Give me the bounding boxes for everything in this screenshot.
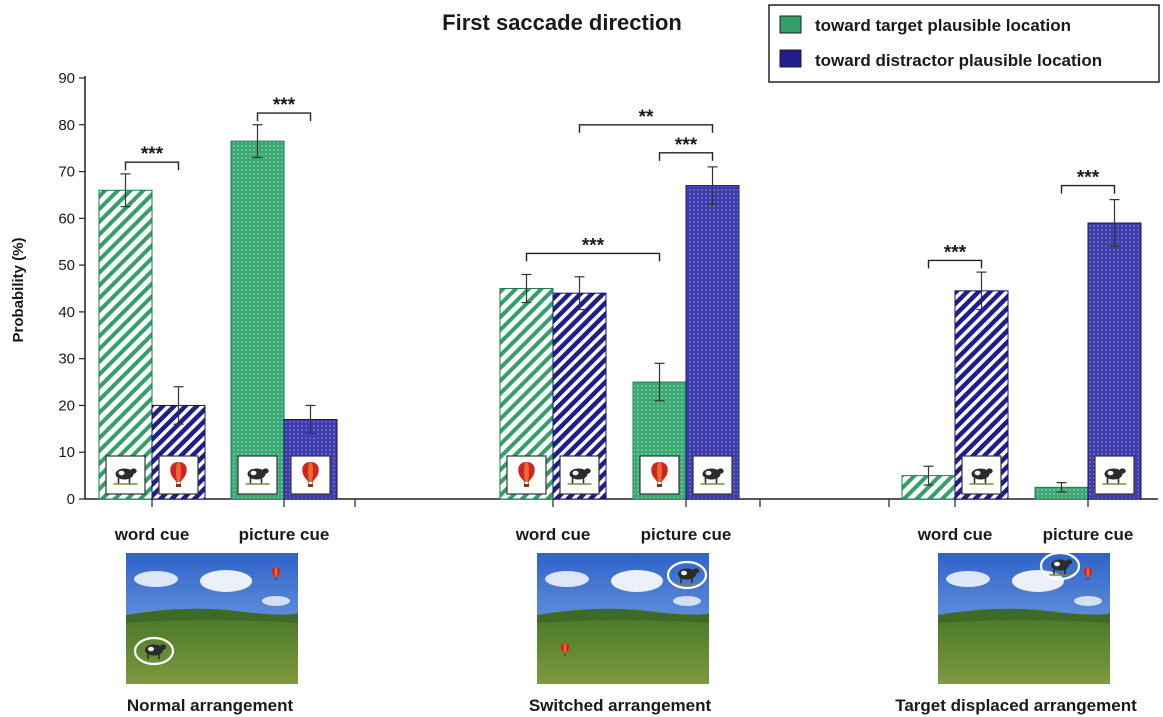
cow-icon: [969, 468, 994, 485]
y-tick-label: 50: [58, 257, 75, 274]
bar: [230, 140, 285, 500]
legend: toward target plausible location toward …: [768, 4, 1160, 83]
legend-swatch-target: [779, 15, 802, 34]
significance-bracket: [927, 259, 983, 269]
scene-image: [938, 551, 1110, 684]
scene-cloud: [1012, 570, 1064, 592]
significance-label: **: [639, 107, 654, 128]
significance-bracket: [256, 112, 312, 122]
y-tick-label: 80: [58, 117, 75, 134]
category-labels: word cue picture cue Normal arrangement wor…: [114, 525, 1137, 715]
balloon-icon: [518, 462, 535, 487]
significance-bracket: [578, 124, 714, 133]
cue-label: picture cue: [641, 525, 732, 544]
scene-cloud: [262, 596, 290, 606]
significance-label: ***: [944, 242, 967, 263]
balloon-icon: [1083, 567, 1093, 580]
highlight-circle: [1039, 551, 1081, 581]
cow-icon: [143, 644, 167, 661]
significance-label: ***: [582, 235, 605, 256]
scene-thumbnails: [126, 551, 1110, 684]
balloon-icon: [560, 643, 570, 656]
scene-cloud: [134, 571, 178, 587]
y-tick-label: 30: [58, 351, 75, 368]
legend-box: [768, 4, 1160, 83]
scene-field: [537, 620, 709, 684]
chart-title: First saccade direction: [442, 10, 682, 35]
balloon-icon: [170, 462, 187, 487]
significance-label: ***: [675, 135, 698, 156]
cow-icon: [113, 468, 138, 485]
cue-label: word cue: [515, 525, 591, 544]
scene-field: [938, 620, 1110, 684]
significance-bracket: [658, 152, 714, 161]
highlight-circle: [666, 560, 708, 590]
y-axis-label: Probability (%): [10, 237, 27, 342]
cue-label: word cue: [114, 525, 190, 544]
cow-icon: [245, 468, 270, 485]
significance-brackets: ********************: [124, 95, 1116, 269]
y-tick-label: 20: [58, 397, 75, 414]
highlight-circle: [133, 636, 175, 666]
y-tick-label: 10: [58, 444, 75, 461]
scene-cloud: [200, 570, 252, 592]
significance-bracket: [525, 252, 661, 262]
y-tick-label: 40: [58, 304, 75, 321]
y-tick-label: 90: [58, 70, 75, 87]
arrangement-label: Target displaced arrangement: [895, 696, 1137, 715]
balloon-icon: [271, 567, 281, 580]
legend-swatch-distractor: [779, 49, 802, 68]
scene-image: [537, 553, 709, 684]
cow-icon: [1049, 559, 1073, 576]
cue-label: picture cue: [239, 525, 330, 544]
legend-label-target: toward target plausible location: [815, 16, 1071, 35]
significance-bracket: [1060, 184, 1116, 194]
bar: [1087, 222, 1142, 500]
scene-field: [126, 620, 298, 684]
cow-icon: [676, 568, 700, 585]
balloon-icon: [302, 462, 319, 487]
y-tick-label: 60: [58, 210, 75, 227]
arrangement-label: Switched arrangement: [529, 696, 712, 715]
scene-cloud: [1074, 596, 1102, 606]
cue-label: word cue: [917, 525, 993, 544]
cow-icon: [1102, 468, 1127, 485]
arrangement-label: Normal arrangement: [127, 696, 294, 715]
cue-label: picture cue: [1043, 525, 1134, 544]
significance-label: ***: [141, 144, 164, 165]
bars: [98, 124, 1142, 500]
y-tick-label: 70: [58, 164, 75, 181]
scene-image: [126, 553, 298, 684]
bar: [98, 189, 153, 500]
bar: [685, 185, 740, 500]
scene-cloud: [545, 571, 589, 587]
significance-label: ***: [273, 95, 296, 116]
cow-icon: [567, 468, 592, 485]
scene-cloud: [673, 596, 701, 606]
significance-bracket: [124, 161, 180, 171]
y-tick-label: 0: [67, 491, 75, 508]
significance-label: ***: [1077, 168, 1100, 189]
scene-cloud: [946, 571, 990, 587]
legend-label-distractor: toward distractor plausible location: [815, 51, 1102, 70]
cow-icon: [700, 468, 725, 485]
scene-cloud: [611, 570, 663, 592]
balloon-icon: [651, 462, 668, 487]
